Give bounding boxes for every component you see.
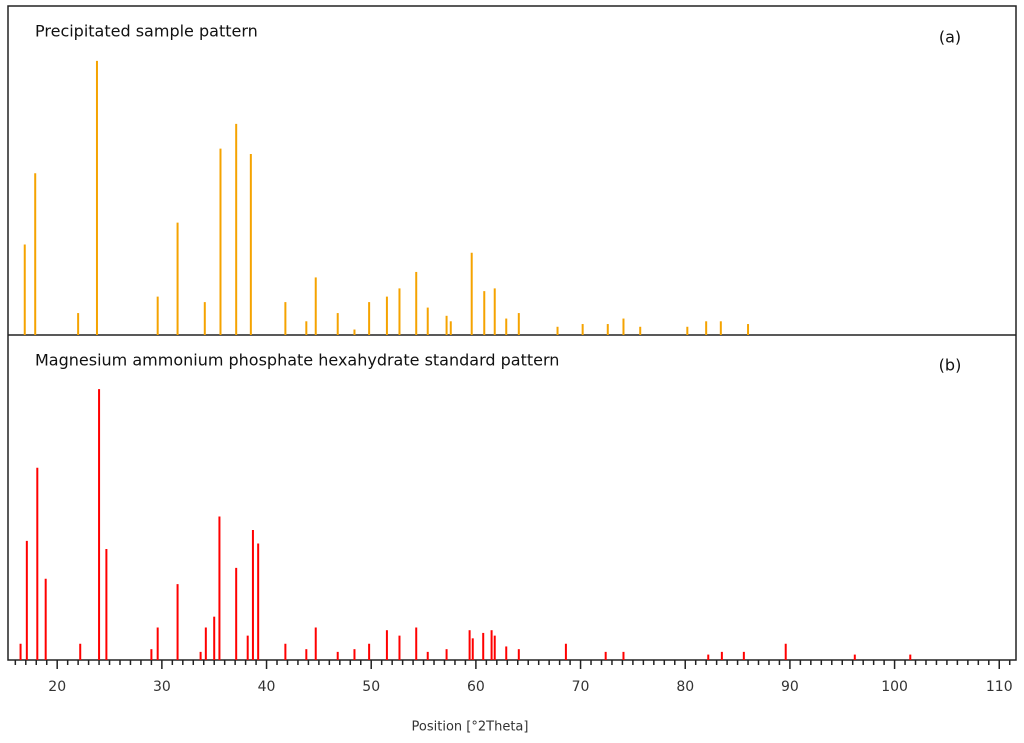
x-tick-label: 40 bbox=[258, 679, 276, 695]
panel-title: Precipitated sample pattern bbox=[35, 22, 258, 41]
x-tick-label: 50 bbox=[362, 679, 380, 695]
frame bbox=[7, 5, 1017, 661]
panel-annotation: (b) bbox=[939, 356, 962, 375]
x-tick-label: 100 bbox=[881, 679, 908, 695]
x-axis-label: Position [°2Theta] bbox=[412, 720, 529, 735]
x-tick-label: 90 bbox=[781, 679, 799, 695]
x-tick-label: 30 bbox=[153, 679, 171, 695]
panel-annotation: (a) bbox=[939, 28, 961, 47]
x-tick-label: 20 bbox=[48, 679, 66, 695]
x-tick-label: 60 bbox=[467, 679, 485, 695]
x-tick-label: 110 bbox=[986, 679, 1013, 695]
x-tick-label: 80 bbox=[676, 679, 694, 695]
x-tick-label: 70 bbox=[572, 679, 590, 695]
panel-title: Magnesium ammonium phosphate hexahydrate… bbox=[35, 351, 559, 370]
